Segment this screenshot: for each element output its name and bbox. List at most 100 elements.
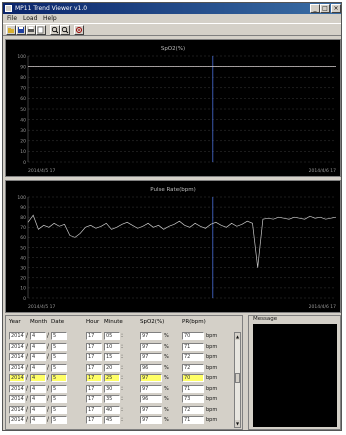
table-row[interactable]: 2014 4 5 17 35 96 73 / /:% bpm [6, 395, 232, 403]
table-row[interactable]: 2014 4 5 17 20 96 72 / /:% bpm [6, 363, 232, 372]
hour-cell[interactable]: 17 [86, 342, 102, 351]
year-cell[interactable]: 2014 [9, 363, 25, 372]
month-cell[interactable]: 4 [30, 342, 46, 351]
spo2-cell[interactable]: 97 [140, 353, 162, 361]
date-cell[interactable]: 5 [51, 342, 67, 351]
date-cell[interactable]: 5 [51, 353, 67, 361]
pr-cell[interactable]: 72 [182, 405, 204, 414]
year-cell[interactable]: 2014 [9, 384, 25, 393]
menu-file[interactable]: File [7, 15, 18, 22]
table-scrollbar[interactable]: ▲ ▼ [234, 332, 241, 428]
title-bar: MP11 Trend Viewer v1.0 _ □ × [3, 3, 341, 14]
table-row[interactable]: 2014 4 5 17 25 97 70 / /:% bpm [6, 374, 232, 382]
menu-help[interactable]: Help [43, 15, 57, 22]
minute-cell[interactable]: 05 [104, 332, 120, 340]
spo2-cell[interactable]: 97 [140, 384, 162, 393]
month-cell[interactable]: 4 [30, 353, 46, 361]
table-row[interactable]: 2014 4 5 17 45 97 71//:% bpm [6, 416, 232, 424]
date-cell[interactable]: 5 [51, 332, 67, 340]
spo2-cell[interactable]: 96 [140, 363, 162, 372]
spo2-cell[interactable]: 96 [140, 395, 162, 403]
spo2-cell[interactable]: 97 [140, 374, 162, 382]
spo2-cell[interactable]: 97 [140, 405, 162, 414]
print-icon[interactable] [26, 25, 36, 35]
year-cell[interactable]: 2014 [9, 374, 25, 382]
y-tick-label: 20 [20, 276, 26, 282]
pr-cell[interactable]: 72 [182, 353, 204, 361]
table-row[interactable]: 2014 4 5 17 05 97 70 / /:% bpm [6, 332, 232, 340]
date-cell[interactable]: 5 [51, 363, 67, 372]
hour-cell[interactable]: 17 [86, 332, 102, 340]
pr-cell[interactable]: 71 [182, 342, 204, 351]
minute-cell[interactable]: 15 [104, 353, 120, 361]
spo2-cell[interactable]: 97 [140, 416, 162, 424]
export-icon[interactable] [36, 25, 46, 35]
scroll-up-icon[interactable]: ▲ [235, 333, 240, 340]
year-cell[interactable]: 2014 [9, 416, 25, 424]
date-cell[interactable]: 5 [51, 416, 67, 424]
month-cell[interactable]: 4 [30, 374, 46, 382]
open-icon[interactable] [6, 25, 16, 35]
month-cell[interactable]: 4 [30, 384, 46, 393]
date-cell[interactable]: 5 [51, 405, 67, 414]
menu-load[interactable]: Load [23, 15, 38, 22]
pr-cell[interactable]: 71 [182, 416, 204, 424]
year-cell[interactable]: 2014 [9, 332, 25, 340]
minimize-button[interactable]: _ [310, 4, 320, 13]
pr-unit: bpm [206, 375, 218, 381]
year-cell[interactable]: 2014 [9, 353, 25, 361]
date-cell[interactable]: 5 [51, 374, 67, 382]
close-button[interactable]: × [331, 4, 341, 13]
pr-cell[interactable]: 70 [182, 374, 204, 382]
date-separator: / [47, 342, 50, 350]
pr-cell[interactable]: 73 [182, 395, 204, 403]
x-end-label: 2014/4/6 17 [309, 304, 337, 310]
pr-cell[interactable]: 71 [182, 384, 204, 393]
pr-cell[interactable]: 72 [182, 363, 204, 372]
hour-cell[interactable]: 17 [86, 374, 102, 382]
minute-cell[interactable]: 45 [104, 416, 120, 424]
minute-cell[interactable]: 30 [104, 384, 120, 393]
scroll-down-icon[interactable]: ▼ [235, 420, 240, 427]
pr-cell[interactable]: 70 [182, 332, 204, 340]
hour-cell[interactable]: 17 [86, 395, 102, 403]
month-cell[interactable]: 4 [30, 405, 46, 414]
spo2-cell[interactable]: 97 [140, 342, 162, 351]
month-cell[interactable]: 4 [30, 416, 46, 424]
month-cell[interactable]: 4 [30, 332, 46, 340]
col-pr-header: PR(bpm) [182, 319, 206, 325]
hour-cell[interactable]: 17 [86, 353, 102, 361]
minute-cell[interactable]: 40 [104, 405, 120, 414]
y-tick-label: 100 [17, 54, 26, 60]
month-cell[interactable]: 4 [30, 395, 46, 403]
minute-cell[interactable]: 20 [104, 363, 120, 372]
zoom-in-icon[interactable] [50, 25, 60, 35]
table-row[interactable]: 2014 4 5 17 40 97 72 / /:% bpm [6, 405, 232, 414]
hour-cell[interactable]: 17 [86, 405, 102, 414]
minute-cell[interactable]: 25 [104, 374, 120, 382]
save-icon[interactable] [16, 25, 26, 35]
settings-icon[interactable] [74, 25, 84, 35]
date-cell[interactable]: 5 [51, 384, 67, 393]
minute-cell[interactable]: 10 [104, 342, 120, 351]
hour-cell[interactable]: 17 [86, 416, 102, 424]
app-icon [5, 5, 12, 12]
table-row[interactable]: 2014 4 5 17 15 97 72 / /:% bpm [6, 353, 232, 361]
zoom-out-icon[interactable] [60, 25, 70, 35]
hour-cell[interactable]: 17 [86, 384, 102, 393]
spo2-cell[interactable]: 97 [140, 332, 162, 340]
year-cell[interactable]: 2014 [9, 342, 25, 351]
spo2-chart: SpO2(%) 100 90 80 70 60 50 40 30 20 10 0 2014/4/5 17… [5, 39, 341, 177]
minute-cell[interactable]: 35 [104, 395, 120, 403]
scroll-thumb[interactable] [235, 373, 240, 383]
date-cell[interactable]: 5 [51, 395, 67, 403]
maximize-button[interactable]: □ [320, 4, 330, 13]
y-tick-label: 50 [20, 245, 26, 251]
year-cell[interactable]: 2014 [9, 405, 25, 414]
table-row[interactable]: 2014 4 5 17 30 97 71 / /:% bpm [6, 384, 232, 393]
year-cell[interactable]: 2014 [9, 395, 25, 403]
table-row[interactable]: 2014 4 5 17 10 97 71 / /:% bpm [6, 342, 232, 351]
hour-cell[interactable]: 17 [86, 363, 102, 372]
spo2-unit: % [164, 364, 169, 371]
month-cell[interactable]: 4 [30, 363, 46, 372]
